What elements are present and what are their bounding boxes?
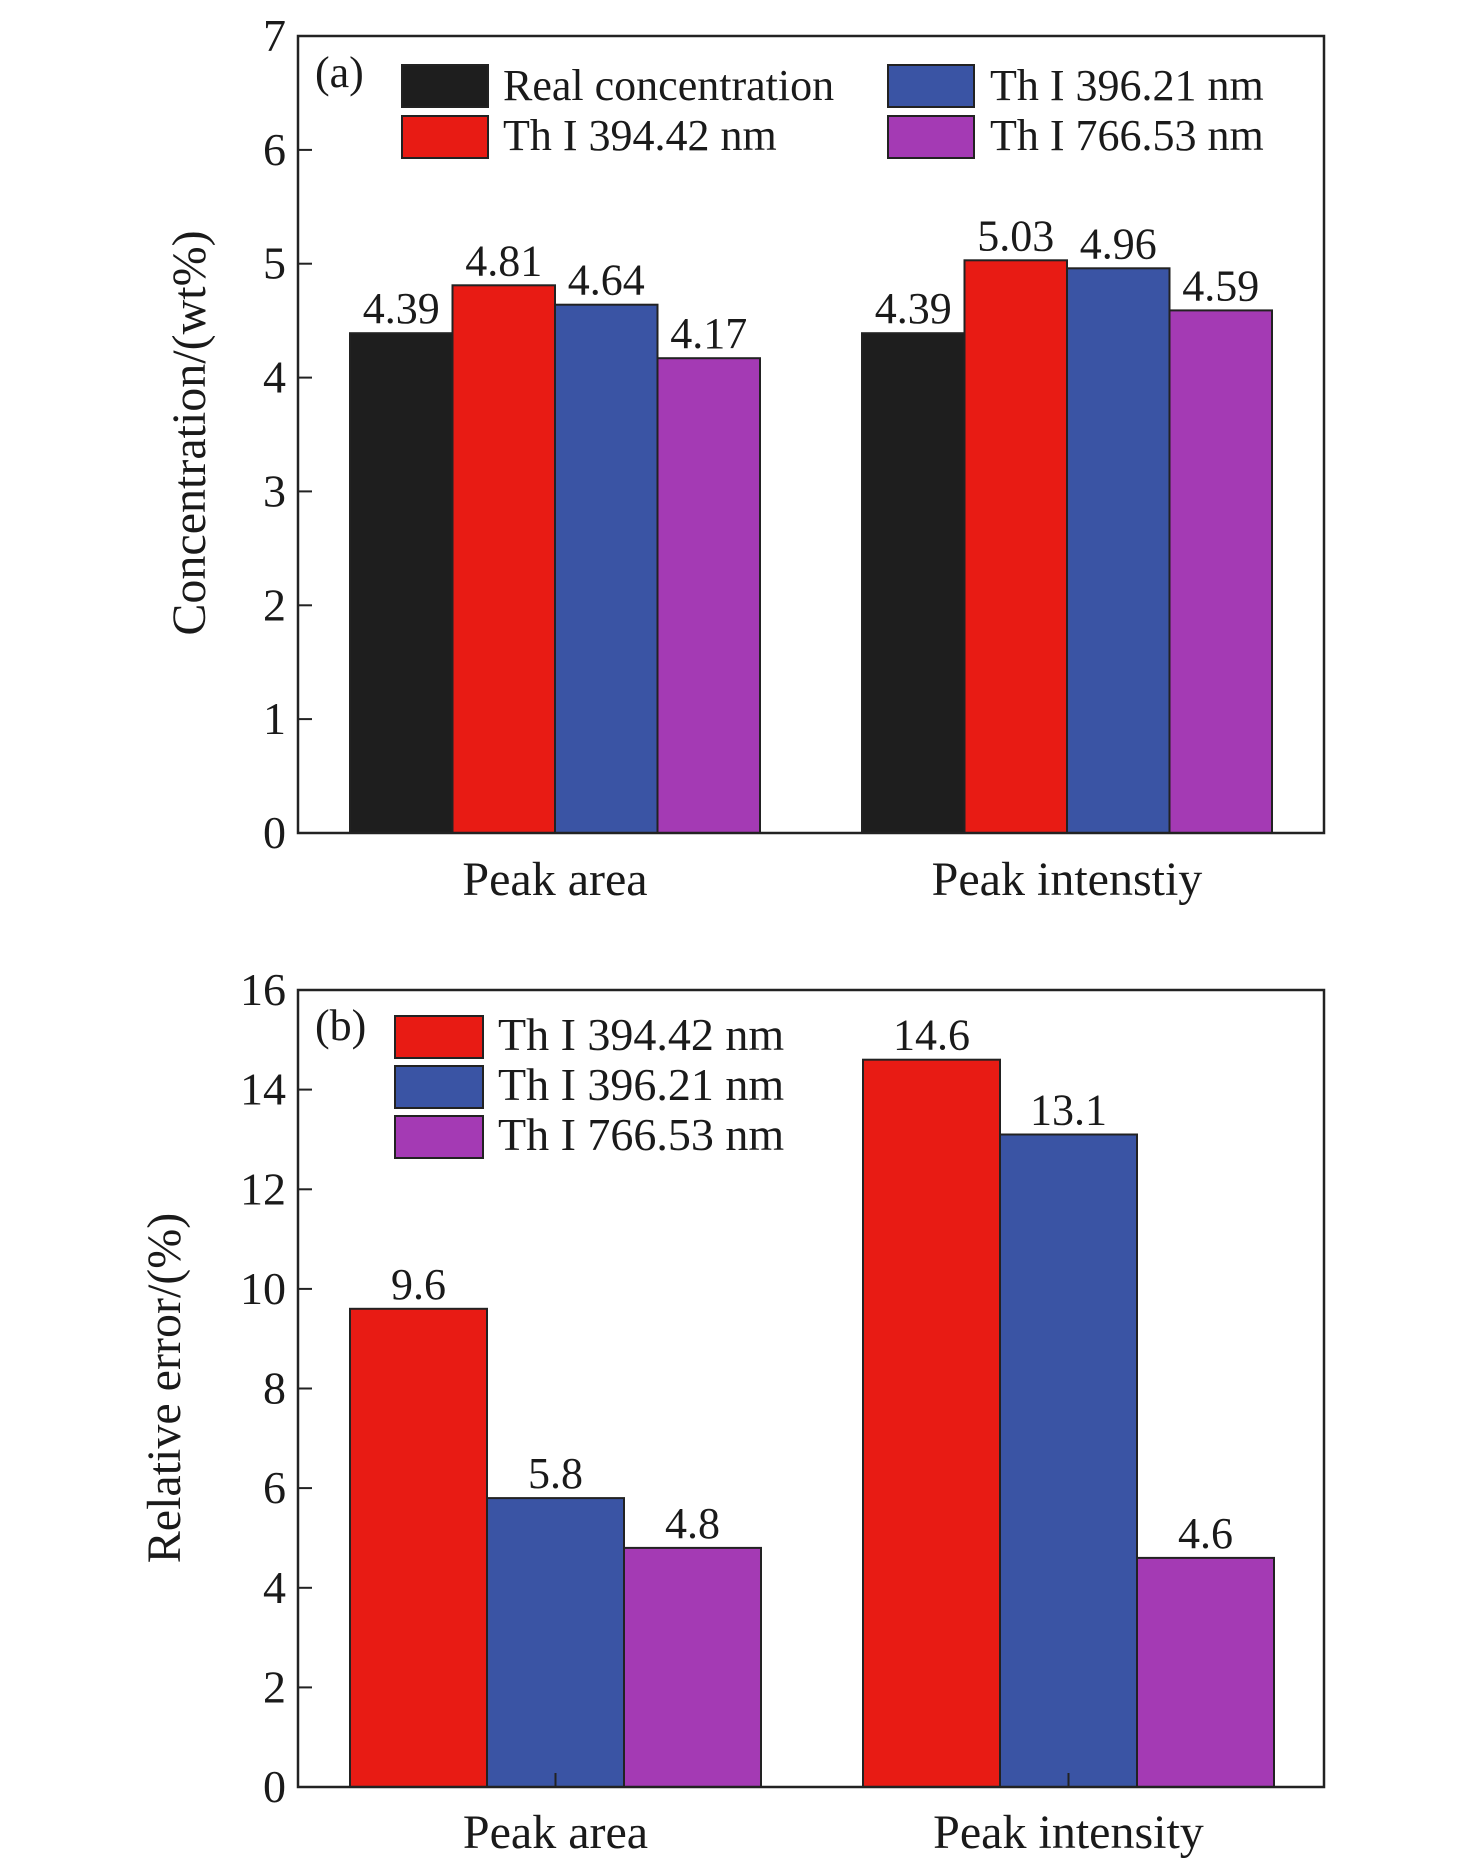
y-tick-label-1-7: 14 bbox=[240, 1064, 286, 1115]
legend-label-1-0: Th I 394.42 nm bbox=[498, 1009, 784, 1060]
y-tick-label-0-1: 1 bbox=[263, 693, 286, 744]
bar-value-label-0-0-3: 4.17 bbox=[670, 309, 747, 358]
bar-value-label-1-1-2: 4.6 bbox=[1178, 1509, 1233, 1558]
legend-label-0-2: Th I 396.21 nm bbox=[990, 61, 1264, 110]
x-category-label-0-0: Peak area bbox=[462, 853, 647, 906]
bar-value-label-0-0-2: 4.64 bbox=[568, 256, 645, 305]
bar-value-label-0-1-1: 5.03 bbox=[977, 211, 1054, 260]
y-tick-label-1-8: 16 bbox=[240, 964, 286, 1015]
bar-value-label-1-0-0: 9.6 bbox=[391, 1260, 446, 1309]
bar-1-1-2 bbox=[1136, 1556, 1275, 1789]
y-tick-label-1-2: 4 bbox=[263, 1562, 286, 1613]
bar-value-label-0-0-0: 4.39 bbox=[363, 284, 440, 333]
bar-0-1-2 bbox=[1066, 267, 1171, 834]
bar-value-label-0-1-0: 4.39 bbox=[875, 284, 952, 333]
legend-label-0-0: Real concentration bbox=[503, 61, 834, 110]
y-tick-label-0-0: 0 bbox=[263, 807, 286, 858]
bar-1-1-0 bbox=[862, 1058, 1001, 1788]
x-category-label-1-0: Peak area bbox=[463, 1806, 648, 1859]
bar-value-label-0-1-3: 4.59 bbox=[1182, 261, 1259, 310]
y-tick-label-0-2: 2 bbox=[263, 579, 286, 630]
y-tick-label-0-3: 3 bbox=[263, 465, 286, 516]
y-tick-label-0-7: 7 bbox=[263, 10, 286, 61]
y-tick-label-1-5: 10 bbox=[240, 1263, 286, 1314]
legend-swatch-0-0 bbox=[401, 64, 489, 108]
legend-label-1-1: Th I 396.21 nm bbox=[498, 1059, 784, 1110]
legend-label-1-2: Th I 766.53 nm bbox=[498, 1109, 784, 1160]
panel-label-0: (a) bbox=[315, 48, 364, 97]
bar-0-1-1 bbox=[963, 259, 1068, 834]
legend-swatch-0-2 bbox=[887, 64, 975, 108]
bar-value-label-0-1-2: 4.96 bbox=[1080, 219, 1157, 268]
y-tick-label-1-3: 6 bbox=[263, 1462, 286, 1513]
y-axis-title-1: Relative error/(%) bbox=[138, 1213, 191, 1563]
bar-1-1-1 bbox=[999, 1133, 1138, 1788]
bar-0-0-1 bbox=[451, 284, 556, 834]
bar-value-label-1-1-1: 13.1 bbox=[1030, 1086, 1107, 1135]
bar-0-0-2 bbox=[554, 303, 659, 834]
bar-0-1-3 bbox=[1168, 309, 1273, 834]
legend-swatch-0-1 bbox=[401, 115, 489, 159]
y-tick-label-1-0: 0 bbox=[263, 1761, 286, 1812]
bar-0-0-0 bbox=[349, 332, 454, 834]
panel-label-1: (b) bbox=[315, 1001, 366, 1050]
bar-1-0-2 bbox=[623, 1546, 762, 1789]
y-tick-label-1-4: 8 bbox=[263, 1363, 286, 1414]
bar-0-1-0 bbox=[861, 332, 966, 834]
bar-1-0-1 bbox=[486, 1497, 625, 1788]
legend-label-0-3: Th I 766.53 nm bbox=[990, 111, 1264, 160]
legend-label-0-1: Th I 394.42 nm bbox=[503, 111, 777, 160]
y-tick-label-0-5: 5 bbox=[263, 238, 286, 289]
legend-swatch-1-0 bbox=[394, 1015, 484, 1059]
legend-swatch-0-3 bbox=[887, 115, 975, 159]
plot-frame-0 bbox=[296, 34, 1326, 835]
y-tick-label-1-1: 2 bbox=[263, 1661, 286, 1712]
bar-value-label-1-1-0: 14.6 bbox=[893, 1011, 970, 1060]
legend-swatch-1-2 bbox=[394, 1115, 484, 1159]
bar-value-label-1-0-1: 5.8 bbox=[528, 1449, 583, 1498]
bar-value-label-0-0-1: 4.81 bbox=[465, 236, 542, 285]
y-tick-label-0-4: 4 bbox=[263, 352, 286, 403]
y-tick-label-1-6: 12 bbox=[240, 1163, 286, 1214]
bar-value-label-1-0-2: 4.8 bbox=[665, 1499, 720, 1548]
bar-0-0-3 bbox=[656, 357, 761, 834]
legend-swatch-1-1 bbox=[394, 1065, 484, 1109]
y-tick-label-0-6: 6 bbox=[263, 124, 286, 175]
x-category-label-0-1: Peak intenstiy bbox=[932, 853, 1203, 906]
bar-1-0-0 bbox=[349, 1307, 488, 1789]
x-category-label-1-1: Peak intensity bbox=[933, 1806, 1204, 1859]
y-axis-title-0: Concentration/(wt%) bbox=[163, 230, 216, 635]
